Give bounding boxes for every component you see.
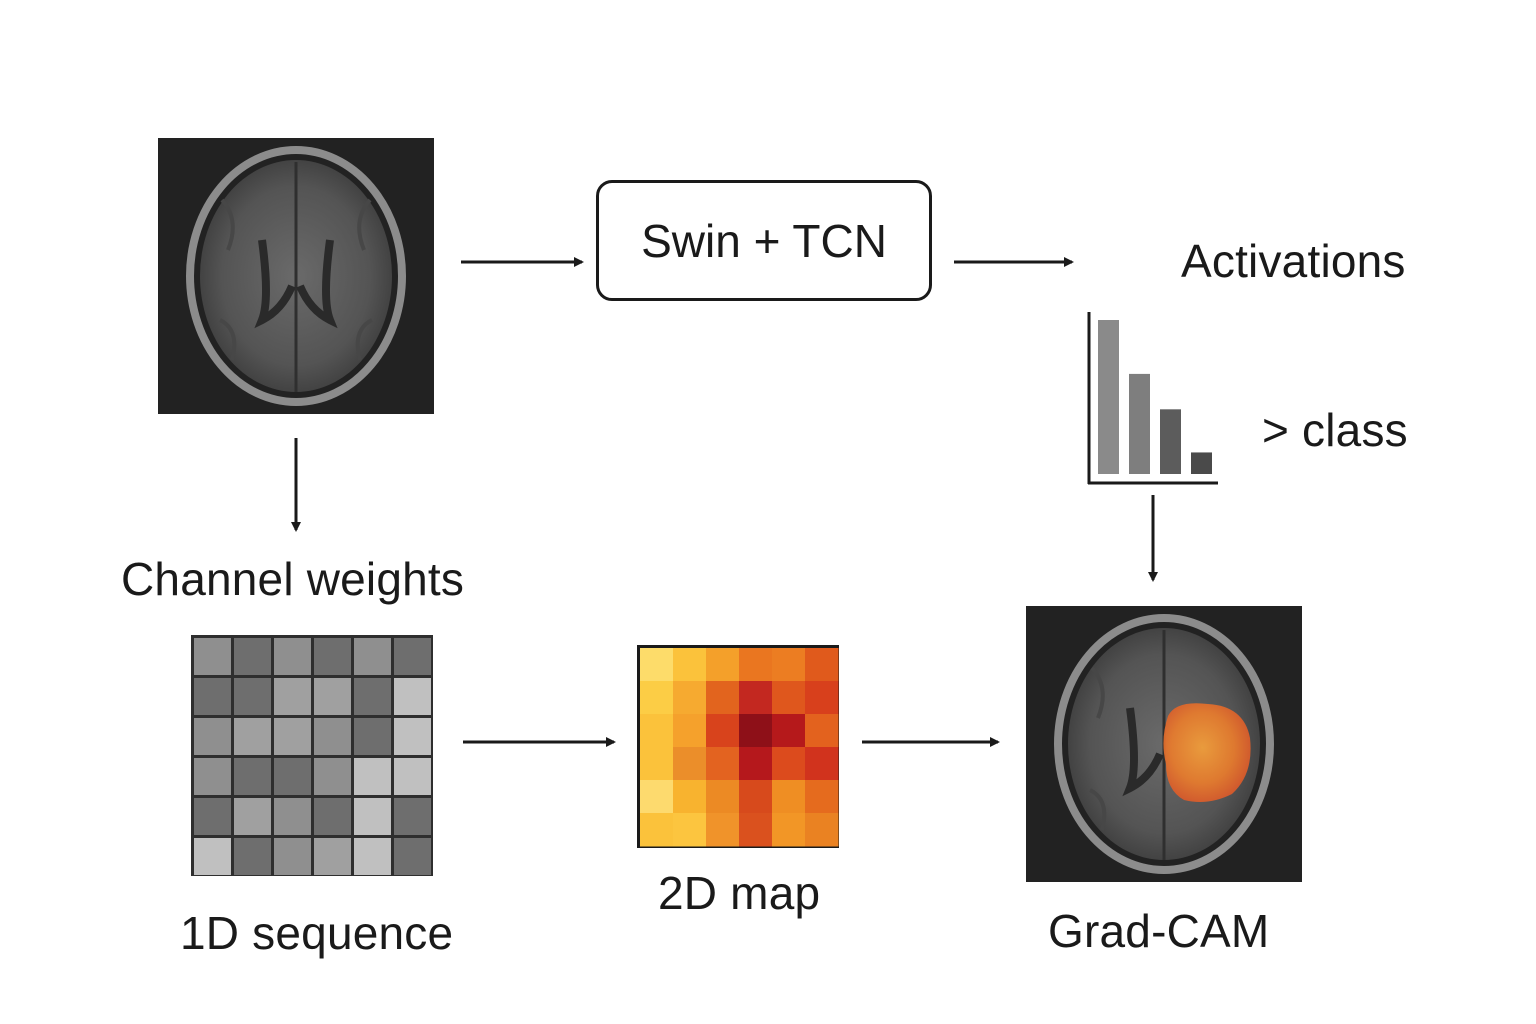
heatmap-cell [772,780,806,814]
sequence-cell [314,758,351,795]
heatmap-cell [706,681,740,715]
heatmap-cell [805,648,839,682]
sequence-cell [394,678,431,715]
heatmap-cell [706,648,740,682]
heatmap-cell [640,714,674,748]
sequence-cell [354,678,391,715]
gradcam-heat-overlay [1163,703,1251,802]
heatmap-cell [772,714,806,748]
heatmap-cell [673,648,707,682]
activation-bar [1160,409,1181,474]
activation-bar [1129,373,1150,474]
heatmap-cell [706,747,740,781]
heatmap-cell [805,747,839,781]
sequence-cell [394,758,431,795]
heatmap-cell [673,813,707,847]
gradcam-label: Grad-CAM [1048,905,1270,957]
sequence-cell [394,798,431,835]
channel-weights-label: Channel weights [121,553,465,605]
sequence-cell [394,638,431,675]
heatmap-cell [805,714,839,748]
heatmap-cell [772,813,806,847]
input-mri-image [158,138,434,414]
sequence-cell [314,638,351,675]
sequence-cell [234,838,271,875]
heatmap-cell [673,780,707,814]
heatmap-cell [640,681,674,715]
sequence-cell [234,798,271,835]
sequence-cell [314,838,351,875]
sequence-cell [394,718,431,755]
sequence-cell [354,638,391,675]
heatmap-cell [739,648,773,682]
heatmap-cell [805,681,839,715]
heatmap-cell [706,780,740,814]
heatmap-cell [673,714,707,748]
heatmap-cell [739,813,773,847]
heatmap-cell [739,780,773,814]
heatmap-cell [640,648,674,682]
sequence-cell [314,718,351,755]
heatmap-cell [772,747,806,781]
sequence-cell [354,798,391,835]
heatmap-cell [739,747,773,781]
sequence-grid [191,635,433,876]
activation-bar [1191,452,1212,474]
heatmap-cell [673,681,707,715]
heatmap-cell [640,747,674,781]
sequence-cell [194,758,231,795]
sequence-label: 1D sequence [180,907,454,959]
heatmap-cell [706,714,740,748]
class-label: > class [1262,404,1408,456]
map-2d-label: 2D map [658,867,821,919]
sequence-cell [354,718,391,755]
heatmap-cell [640,813,674,847]
sequence-cell [194,798,231,835]
sequence-cell [234,638,271,675]
sequence-cell [354,758,391,795]
heatmap-cell [673,747,707,781]
sequence-cell [234,758,271,795]
heatmap-cell [772,648,806,682]
sequence-cell [274,718,311,755]
sequence-cell [274,798,311,835]
sequence-cell [234,678,271,715]
sequence-cell [394,838,431,875]
heatmap-cell [805,813,839,847]
activation-bar [1098,320,1119,474]
sequence-cell [314,798,351,835]
sequence-cell [274,638,311,675]
sequence-cell [194,718,231,755]
model-box: Swin + TCN [596,180,932,301]
sequence-cell [194,638,231,675]
model-box-label: Swin + TCN [641,214,887,267]
gradcam-mri-image [1026,606,1302,882]
heatmap-cell [772,681,806,715]
sequence-cell [234,718,271,755]
sequence-cell [274,838,311,875]
sequence-cell [194,838,231,875]
heatmap-cell [706,813,740,847]
sequence-cell [354,838,391,875]
heatmap-cell [739,714,773,748]
heatmap-cell [640,780,674,814]
sequence-cell [194,678,231,715]
sequence-cell [314,678,351,715]
activations-label: Activations [1181,235,1406,287]
heatmap-cell [739,681,773,715]
activations-bar-chart [1087,312,1218,485]
heatmap-2d [637,645,839,848]
sequence-cell [274,758,311,795]
heatmap-cell [805,780,839,814]
sequence-cell [274,678,311,715]
